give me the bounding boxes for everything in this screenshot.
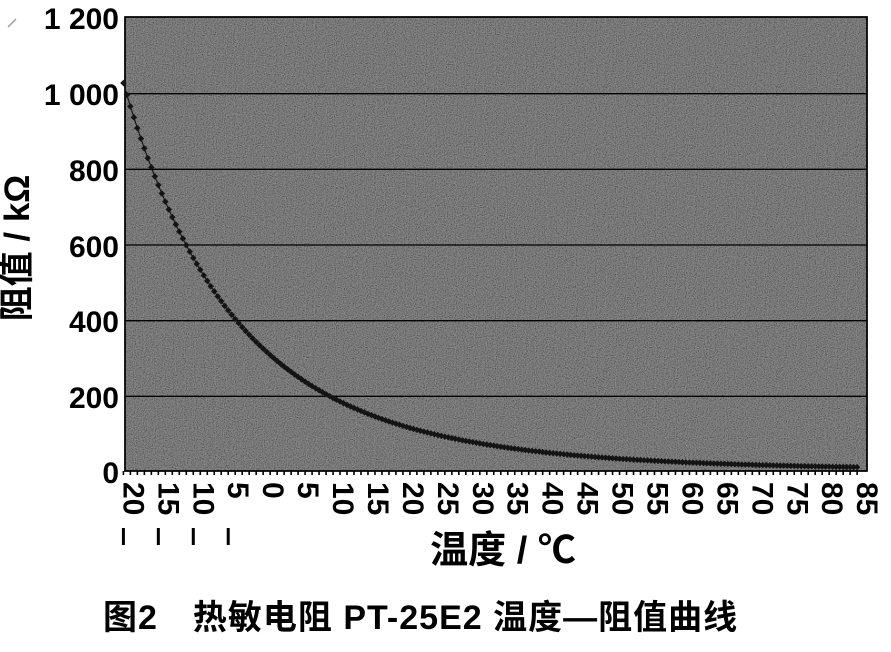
svg-text:75: 75: [780, 482, 813, 515]
svg-text:温度 / ℃: 温度 / ℃: [430, 530, 576, 572]
svg-text:200: 200: [69, 382, 119, 415]
svg-text:5: 5: [291, 482, 324, 499]
svg-text:400: 400: [69, 306, 119, 339]
svg-text:55: 55: [641, 482, 674, 515]
svg-text:80: 80: [815, 482, 848, 515]
svg-text:15: 15: [361, 482, 394, 515]
svg-text:20: 20: [116, 482, 149, 515]
svg-text:0: 0: [256, 482, 289, 499]
svg-text:60: 60: [675, 482, 708, 515]
svg-text:65: 65: [710, 482, 743, 515]
svg-text:35: 35: [501, 482, 534, 515]
svg-text:1 000: 1 000: [44, 79, 119, 112]
svg-text:20: 20: [396, 482, 429, 515]
svg-text:40: 40: [536, 482, 569, 515]
svg-text:10: 10: [186, 482, 219, 515]
svg-text:1 200: 1 200: [44, 3, 119, 36]
svg-text:15: 15: [151, 482, 184, 515]
svg-text:30: 30: [466, 482, 499, 515]
svg-text:10: 10: [326, 482, 359, 515]
svg-text:45: 45: [571, 482, 604, 515]
svg-text:600: 600: [69, 231, 119, 264]
svg-text:25: 25: [431, 482, 464, 515]
svg-text:图2 热敏电阻 PT-25E2 温度—阻值曲线: 图2 热敏电阻 PT-25E2 温度—阻值曲线: [103, 599, 738, 637]
svg-text:70: 70: [745, 482, 778, 515]
svg-text:800: 800: [69, 155, 119, 188]
svg-text:5: 5: [221, 482, 254, 499]
svg-text:阻值 / kΩ: 阻值 / kΩ: [0, 175, 37, 322]
svg-text:85: 85: [850, 482, 883, 515]
svg-text:50: 50: [606, 482, 639, 515]
